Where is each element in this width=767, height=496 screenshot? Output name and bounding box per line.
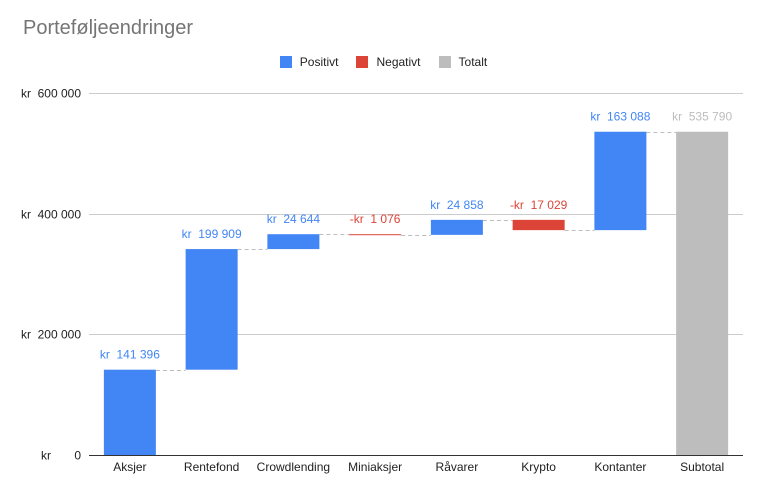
y-tick-label: kr 0 (41, 449, 81, 463)
bar-negative (512, 219, 565, 231)
x-tick-label: Råvarer (436, 460, 479, 474)
legend-item-positive: Positivt (279, 55, 339, 69)
data-label: -kr 17 029 (510, 198, 568, 212)
legend-item-negative: Negativt (356, 55, 421, 69)
chart-title: Porteføljeendringer (23, 17, 194, 39)
legend: Positivt Negativt Totalt (0, 55, 767, 69)
x-tick-label: Rentefond (184, 460, 239, 474)
data-label: kr 199 909 (182, 227, 242, 241)
bar-positive (267, 234, 320, 250)
data-label: kr 141 396 (100, 348, 160, 362)
bar-positive (430, 219, 483, 235)
legend-label-total: Totalt (458, 55, 488, 69)
bar-negative (349, 234, 402, 236)
data-label: -kr 1 076 (350, 212, 401, 226)
x-tick-label: Subtotal (680, 460, 724, 474)
y-tick-label: kr 200 000 (21, 328, 81, 342)
legend-swatch-total (438, 56, 451, 68)
x-tick-label: Aksjer (113, 460, 146, 474)
legend-label-positive: Positivt (299, 55, 339, 69)
y-tick-label: kr 600 000 (21, 87, 81, 101)
data-label: kr 24 858 (430, 198, 484, 212)
data-label: kr 163 088 (590, 110, 650, 124)
y-tick-label: kr 400 000 (21, 208, 81, 222)
bar-total (676, 131, 729, 456)
x-tick-label: Kontanter (594, 460, 646, 474)
data-label: kr 535 790 (672, 110, 732, 124)
x-tick-label: Krypto (521, 460, 556, 474)
legend-swatch-positive (279, 56, 292, 68)
x-tick-label: Miniaksjer (348, 460, 402, 474)
bar-positive (594, 131, 647, 231)
legend-item-total: Totalt (438, 55, 488, 69)
legend-swatch-negative (356, 56, 369, 68)
bar-positive (103, 369, 156, 455)
legend-label-negative: Negativt (376, 55, 421, 69)
bar-positive (185, 249, 238, 370)
data-label: kr 24 644 (267, 212, 321, 226)
x-tick-label: Crowdlending (257, 460, 330, 474)
